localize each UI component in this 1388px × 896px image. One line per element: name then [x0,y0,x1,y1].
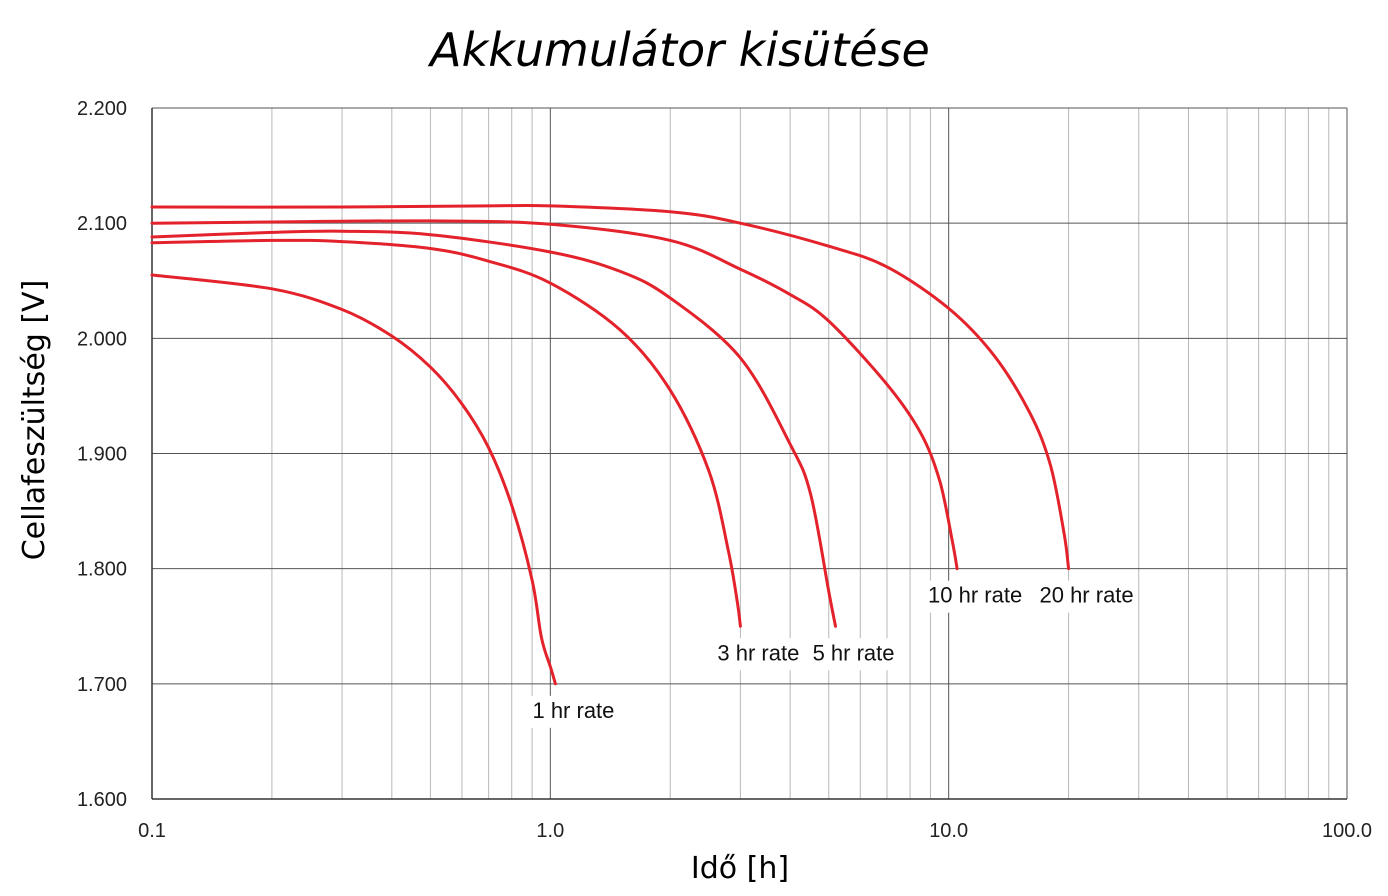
series-label-background [1035,580,1138,613]
x-axis-label: Idő [h] [691,851,789,886]
series-line-10-hr-rate [150,219,959,571]
tick-labels: 1.600 1.700 1.800 1.900 2.000 2.100 2.200 0.1 1.… [77,98,1372,842]
series-label-background [808,638,899,671]
series-label-text: 10 hr rate [928,583,1022,608]
y-tick-label: 1.700 [77,674,127,696]
series-line-3-hr-rate [150,238,742,628]
series-label-background [713,638,804,671]
series-label-1-hr-rate: 1 hr rate [528,695,619,728]
series-line-5-hr-rate [150,229,837,628]
series-label-5-hr-rate: 5 hr rate [808,638,899,671]
series-label-background [924,580,1027,613]
series-lines [150,203,1071,686]
chart-title: Akkumulátor kisütése [427,23,930,77]
series-label-10-hr-rate: 10 hr rate [924,580,1027,613]
series-label-background [528,695,619,728]
series-label-text: 5 hr rate [813,640,895,665]
series-line-1-hr-rate [150,273,557,686]
grid [151,107,1348,800]
x-tick-label: 10.0 [929,820,968,842]
series-line-20-hr-rate [150,203,1071,571]
series-labels: 1 hr rate 3 hr rate 5 hr rate 10 hr rate 20 … [528,580,1138,728]
x-tick-label: 100.0 [1322,820,1372,842]
y-tick-label: 1.600 [77,789,127,811]
y-tick-label: 2.000 [77,328,127,350]
series-label-text: 1 hr rate [532,698,614,723]
series-label-text: 3 hr rate [717,640,799,665]
y-tick-label: 2.200 [77,98,127,120]
series-label-20-hr-rate: 20 hr rate [1035,580,1138,613]
x-tick-label: 0.1 [138,820,166,842]
y-axis-label: Cellafeszültség [V] [17,280,52,561]
y-tick-label: 1.800 [77,559,127,581]
series-label-text: 20 hr rate [1039,583,1133,608]
y-tick-label: 2.100 [77,213,127,235]
y-tick-label: 1.900 [77,444,127,466]
series-label-3-hr-rate: 3 hr rate [713,638,804,671]
x-tick-label: 1.0 [536,820,564,842]
